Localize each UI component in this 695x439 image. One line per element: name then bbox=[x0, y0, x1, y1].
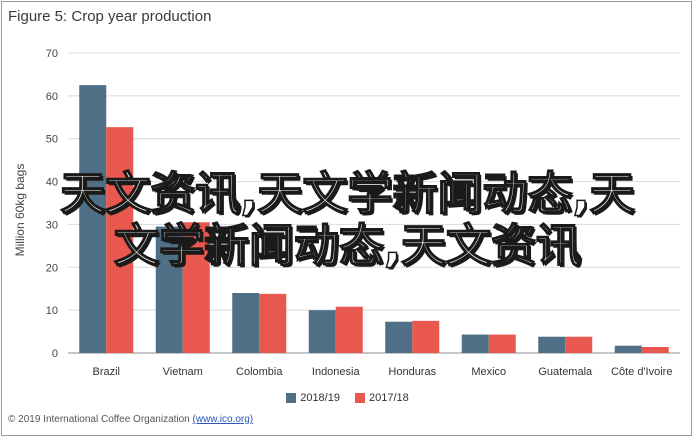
x-tick-label: Mexico bbox=[471, 366, 506, 378]
x-tick-label: Vietnam bbox=[163, 366, 203, 378]
bar-2018-19 bbox=[155, 226, 183, 353]
bar-2017-18 bbox=[641, 347, 669, 353]
bar-2018-19 bbox=[461, 334, 489, 353]
bar-2017-18 bbox=[488, 334, 516, 353]
bar-2018-19 bbox=[538, 336, 566, 353]
bar-2017-18 bbox=[259, 293, 287, 353]
y-tick-label: 10 bbox=[46, 305, 58, 317]
copyright-text: © 2019 International Coffee Organization bbox=[8, 414, 190, 425]
y-tick-label: 60 bbox=[46, 91, 58, 103]
legend-item-2017-18: 2017/18 bbox=[355, 392, 409, 404]
y-tick-label: 50 bbox=[46, 134, 58, 146]
y-tick-label: 70 bbox=[46, 48, 58, 60]
legend-label: 2018/19 bbox=[300, 392, 340, 404]
x-tick-label: Indonesia bbox=[312, 366, 361, 378]
watermark-overlay: 天文资讯,天文学新闻动态,天 文学新闻动态,天文资讯 bbox=[0, 167, 695, 273]
bar-2017-18 bbox=[335, 306, 363, 353]
bar-2017-18 bbox=[412, 320, 440, 353]
chart-title: Figure 5: Crop year production bbox=[8, 8, 212, 25]
y-tick-label: 0 bbox=[52, 348, 58, 360]
y-tick-label: 40 bbox=[46, 177, 58, 189]
legend-swatch bbox=[355, 393, 366, 403]
bar-2018-19 bbox=[308, 310, 336, 353]
bar-2018-19 bbox=[614, 345, 642, 353]
bar-2018-19 bbox=[232, 293, 260, 353]
legend-item-2018-19: 2018/19 bbox=[286, 392, 340, 404]
bar-2018-19 bbox=[79, 85, 107, 354]
bar-2017-18 bbox=[106, 127, 134, 354]
legend-swatch bbox=[286, 393, 297, 403]
y-tick-label: 20 bbox=[46, 262, 58, 274]
bar-2017-18 bbox=[182, 222, 210, 353]
source-link[interactable]: (www.ico.org) bbox=[192, 414, 254, 425]
x-tick-label: Honduras bbox=[388, 366, 436, 378]
watermark-line: 天文资讯,天文学新闻动态,天 bbox=[60, 167, 636, 221]
watermark-line: 文学新闻动态,天文资讯 bbox=[113, 219, 582, 273]
source-footer: © 2019 International Coffee Organization… bbox=[8, 414, 253, 425]
y-tick-label: 30 bbox=[46, 219, 58, 231]
x-tick-label: Colombia bbox=[236, 366, 283, 378]
x-tick-label: Brazil bbox=[92, 366, 120, 378]
x-tick-label: Côte d'Ivoire bbox=[611, 366, 672, 378]
bar-2018-19 bbox=[385, 321, 413, 353]
chart-legend: 2018/19 2017/18 bbox=[0, 392, 695, 406]
bar-2017-18 bbox=[565, 336, 593, 353]
legend-label: 2017/18 bbox=[369, 392, 409, 404]
x-tick-label: Guatemala bbox=[538, 366, 593, 378]
